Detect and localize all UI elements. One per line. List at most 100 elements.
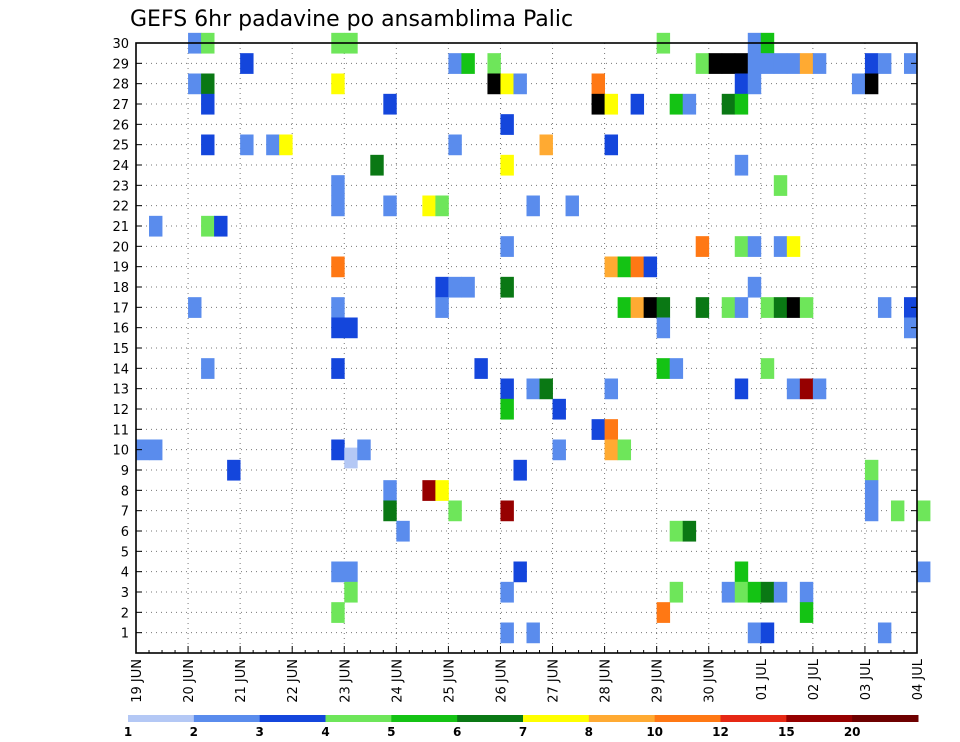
legend-swatch bbox=[128, 715, 194, 722]
y-tick-label: 12 bbox=[112, 403, 129, 418]
precip-cell bbox=[188, 297, 201, 318]
precip-cell bbox=[735, 155, 748, 176]
x-axis: 19 JUN 20 JUN 21 JUN 22 JUN 23 JUN 24 JUN 25 J… bbox=[130, 646, 926, 703]
x-tick-label: 25 JUN bbox=[442, 659, 457, 703]
precip-cell bbox=[735, 562, 748, 583]
precip-cell bbox=[774, 582, 787, 603]
legend-swatch bbox=[260, 715, 326, 722]
precip-cell bbox=[670, 582, 683, 603]
precip-cell bbox=[474, 358, 487, 379]
precip-cell bbox=[787, 379, 800, 400]
precip-cell bbox=[696, 297, 709, 318]
precip-cell bbox=[553, 440, 566, 461]
precip-cell bbox=[422, 196, 435, 217]
precip-cell bbox=[331, 175, 344, 196]
precip-cell bbox=[527, 196, 540, 217]
precip-cell bbox=[683, 521, 696, 542]
legend-swatch bbox=[194, 715, 260, 722]
precip-cell bbox=[435, 480, 448, 501]
precip-cell bbox=[344, 318, 357, 339]
precip-cell bbox=[787, 53, 800, 74]
y-tick-label: 10 bbox=[112, 444, 129, 459]
precip-cell bbox=[331, 562, 344, 583]
precip-cell bbox=[605, 379, 618, 400]
precip-cell bbox=[735, 297, 748, 318]
precip-cell bbox=[761, 53, 774, 74]
precip-cell bbox=[592, 94, 605, 115]
precip-cell bbox=[735, 379, 748, 400]
precip-cell bbox=[735, 74, 748, 95]
precip-cell bbox=[592, 419, 605, 440]
x-tick-label: 27 JUN bbox=[547, 659, 562, 703]
precip-cell bbox=[644, 257, 657, 278]
precip-cell bbox=[761, 358, 774, 379]
precip-cell bbox=[917, 501, 930, 522]
y-tick-label: 25 bbox=[112, 139, 129, 154]
precip-cell bbox=[370, 155, 383, 176]
precip-cell bbox=[787, 297, 800, 318]
precip-cell bbox=[865, 460, 878, 481]
y-tick-label: 18 bbox=[112, 281, 129, 296]
precip-cell bbox=[500, 582, 513, 603]
precip-cell bbox=[735, 236, 748, 257]
precip-cell bbox=[527, 379, 540, 400]
precip-cell bbox=[487, 74, 500, 95]
legend-swatch bbox=[457, 715, 523, 722]
precip-cell bbox=[917, 562, 930, 583]
precip-cell bbox=[435, 196, 448, 217]
precip-cell bbox=[500, 155, 513, 176]
x-tick-label: 30 JUN bbox=[703, 659, 718, 703]
precip-cell bbox=[670, 94, 683, 115]
precip-cell bbox=[618, 440, 631, 461]
y-tick-label: 14 bbox=[112, 362, 129, 377]
precip-cell bbox=[201, 358, 214, 379]
precip-cell bbox=[748, 623, 761, 644]
precip-cell bbox=[670, 358, 683, 379]
precip-cell bbox=[605, 135, 618, 156]
y-tick-label: 17 bbox=[112, 301, 129, 316]
x-tick-label: 03 JUL bbox=[859, 658, 874, 700]
precip-cell bbox=[566, 196, 579, 217]
precip-cell bbox=[344, 448, 357, 469]
precip-cell bbox=[331, 257, 344, 278]
precip-cell bbox=[331, 297, 344, 318]
precip-cell bbox=[722, 53, 735, 74]
precip-cell bbox=[618, 297, 631, 318]
precip-cell bbox=[865, 501, 878, 522]
precip-cell bbox=[383, 501, 396, 522]
precip-cell bbox=[800, 379, 813, 400]
legend-swatch bbox=[786, 715, 852, 722]
precip-cell bbox=[748, 74, 761, 95]
precip-cell bbox=[527, 623, 540, 644]
precip-cell bbox=[331, 318, 344, 339]
legend-label: 5 bbox=[387, 725, 395, 739]
legend-swatch bbox=[589, 715, 655, 722]
y-tick-label: 21 bbox=[112, 220, 129, 235]
precip-cell bbox=[800, 602, 813, 623]
y-tick-label: 8 bbox=[121, 484, 129, 499]
precip-cell bbox=[149, 440, 162, 461]
precip-cell bbox=[357, 440, 370, 461]
precip-cell bbox=[657, 602, 670, 623]
y-tick-label: 19 bbox=[112, 261, 129, 276]
precip-cell bbox=[722, 297, 735, 318]
legend-swatch bbox=[852, 715, 918, 722]
precip-cell bbox=[813, 379, 826, 400]
precip-cell bbox=[878, 297, 891, 318]
precip-cell bbox=[865, 480, 878, 501]
precip-cell bbox=[553, 399, 566, 420]
precip-cell bbox=[435, 297, 448, 318]
precip-cell bbox=[383, 480, 396, 501]
precip-cell bbox=[279, 135, 292, 156]
precip-cell bbox=[631, 94, 644, 115]
precip-cell bbox=[487, 53, 500, 74]
precip-cell bbox=[878, 53, 891, 74]
precip-cell bbox=[500, 74, 513, 95]
y-tick-label: 15 bbox=[112, 342, 129, 357]
legend-label: 10 bbox=[646, 725, 663, 739]
y-tick-label: 7 bbox=[121, 505, 129, 520]
precip-cell bbox=[605, 257, 618, 278]
precip-cell bbox=[500, 236, 513, 257]
precip-cell bbox=[240, 53, 253, 74]
legend-label: 2 bbox=[190, 725, 198, 739]
